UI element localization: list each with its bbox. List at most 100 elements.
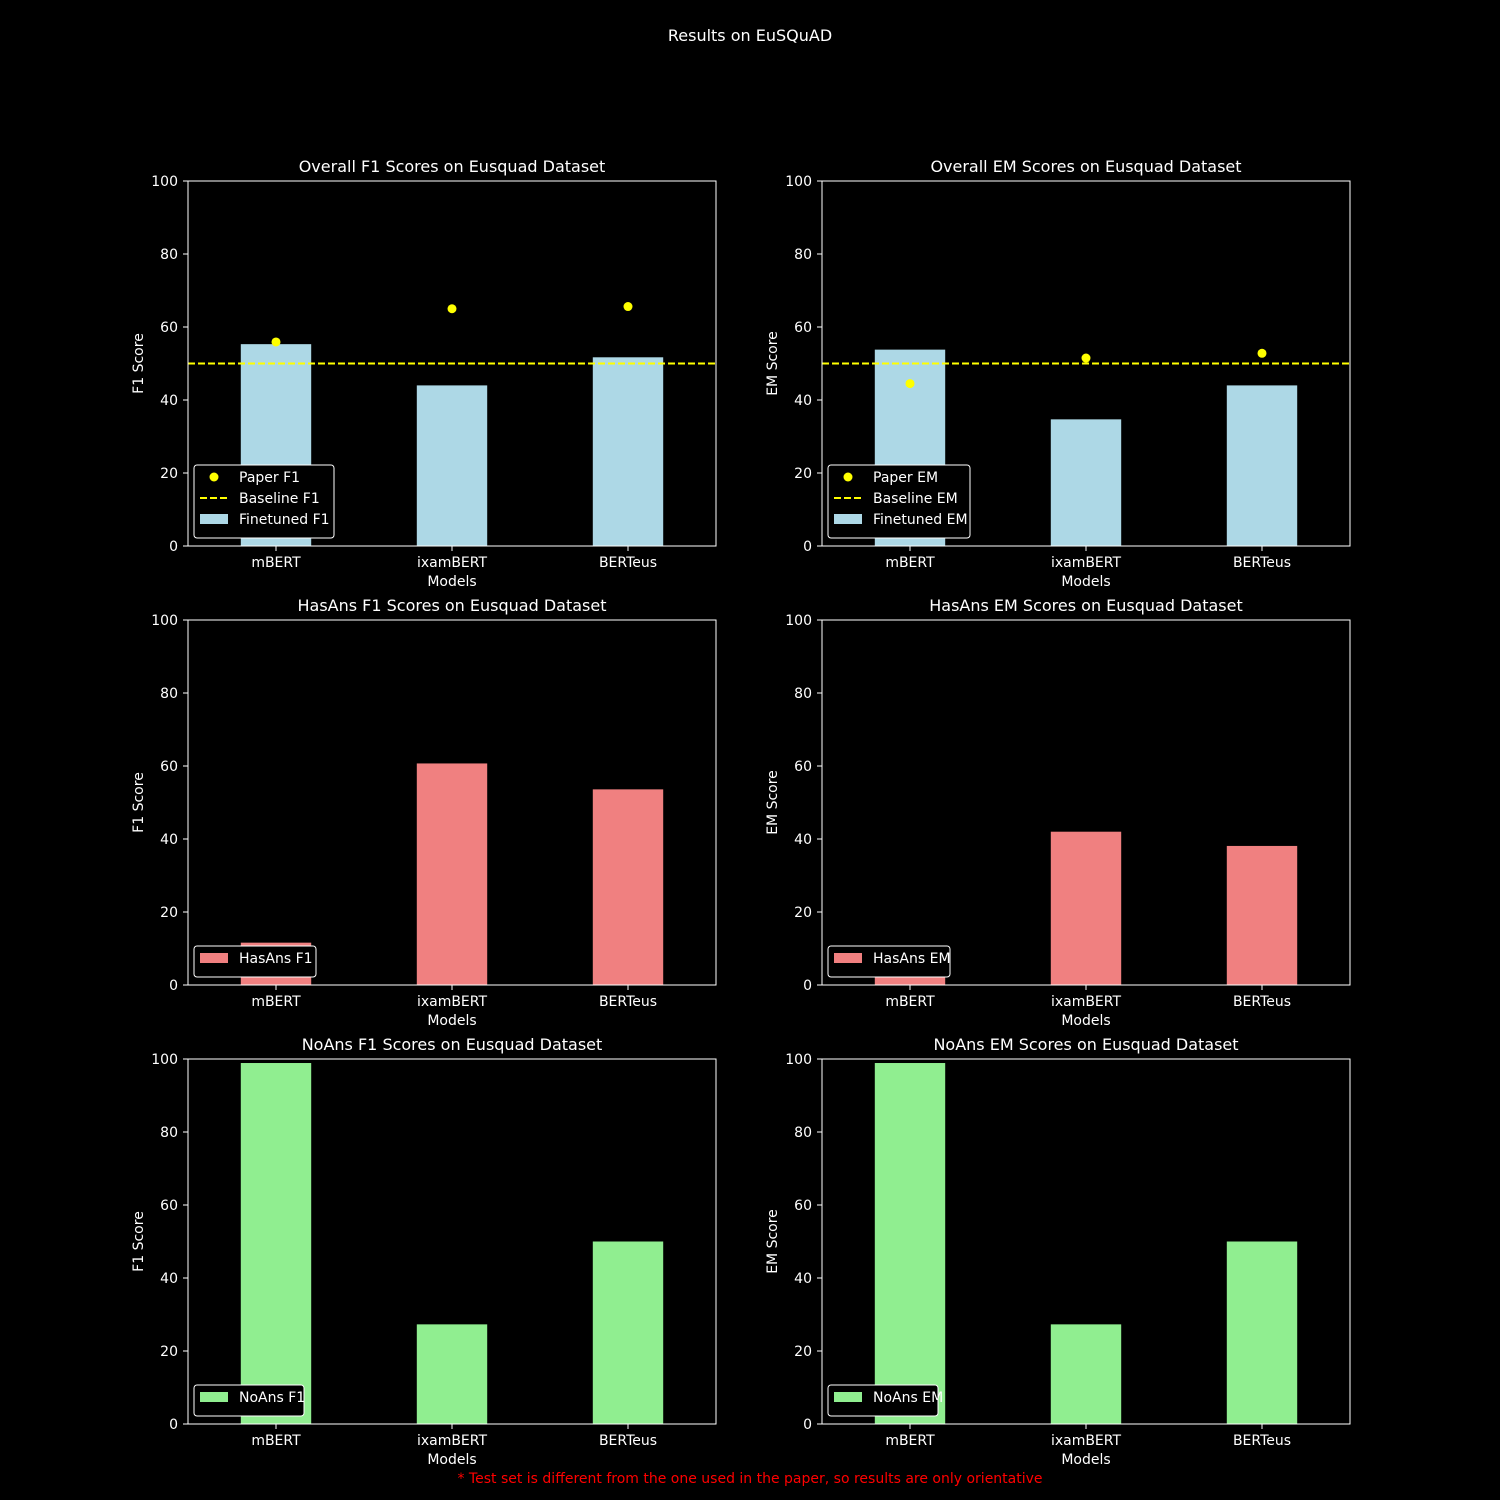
- paper-point-ixamBERT: [1081, 353, 1091, 363]
- bar-BERTeus: [592, 1241, 664, 1424]
- legend-label: Finetuned F1: [239, 512, 330, 528]
- x-tick-label: ixamBERT: [1051, 1433, 1122, 1449]
- legend-box: [193, 464, 335, 539]
- x-axis-label: Models: [1061, 1452, 1110, 1468]
- x-axis-label: Models: [427, 574, 476, 590]
- legend: NoAns F1: [193, 1384, 305, 1417]
- y-tick-label: 40: [794, 393, 812, 409]
- y-tick-label: 0: [169, 539, 178, 555]
- legend: HasAns EM: [827, 945, 951, 978]
- bar-BERTeus: [592, 789, 664, 985]
- y-tick-label: 40: [160, 832, 178, 848]
- y-tick-label: 100: [785, 174, 812, 190]
- x-tick-label: BERTeus: [599, 1433, 657, 1449]
- y-tick-label: 0: [169, 978, 178, 994]
- y-tick-label: 20: [160, 1344, 178, 1360]
- y-tick-label: 20: [160, 905, 178, 921]
- x-axis-label: Models: [427, 1013, 476, 1029]
- y-tick-label: 60: [794, 1198, 812, 1214]
- bar-BERTeus: [592, 357, 664, 546]
- bar-BERTeus: [1226, 385, 1298, 546]
- y-tick-label: 60: [160, 320, 178, 336]
- bar-mBERT: [874, 1063, 946, 1424]
- subplot-title: NoAns F1 Scores on Eusquad Dataset: [302, 1035, 603, 1054]
- subplot-3: HasAns F1 Scores on Eusquad Dataset 0 20 40…: [131, 596, 717, 1029]
- bar-ixamBERT: [416, 1324, 488, 1424]
- y-tick-label: 20: [794, 1344, 812, 1360]
- x-tick-label: mBERT: [251, 1433, 301, 1449]
- legend: Paper F1 Baseline F1 Finetuned F1: [193, 464, 335, 539]
- paper-point-BERTeus: [1257, 348, 1267, 358]
- y-axis-label: EM Score: [765, 331, 781, 396]
- y-tick-label: 100: [151, 1052, 178, 1068]
- y-tick-label: 0: [803, 1417, 812, 1433]
- footnote: * Test set is different from the one use…: [457, 1471, 1043, 1487]
- y-tick-label: 40: [794, 832, 812, 848]
- y-tick-label: 80: [794, 1125, 812, 1141]
- subplot-title: HasAns F1 Scores on Eusquad Dataset: [298, 596, 607, 615]
- legend: Paper EM Baseline EM Finetuned EM: [827, 464, 971, 539]
- x-tick-label: BERTeus: [599, 994, 657, 1010]
- legend-marker-bar: [834, 514, 862, 524]
- bar-ixamBERT: [1050, 1324, 1122, 1424]
- x-tick-label: BERTeus: [599, 555, 657, 571]
- x-tick-label: mBERT: [885, 994, 935, 1010]
- legend-label: Baseline F1: [239, 491, 320, 507]
- y-tick-label: 100: [151, 174, 178, 190]
- y-tick-label: 80: [160, 1125, 178, 1141]
- legend-label: Paper EM: [873, 470, 938, 486]
- subplot-2: Overall EM Scores on Eusquad Dataset 0 20 4…: [765, 157, 1351, 590]
- y-tick-label: 100: [785, 1052, 812, 1068]
- legend-box: [827, 464, 971, 539]
- y-axis-label: F1 Score: [131, 333, 147, 394]
- legend: NoAns EM: [827, 1384, 943, 1417]
- x-tick-label: ixamBERT: [417, 555, 488, 571]
- legend-label: NoAns EM: [873, 1390, 943, 1406]
- bar-BERTeus: [1226, 1241, 1298, 1424]
- x-tick-label: ixamBERT: [417, 994, 488, 1010]
- x-tick-label: mBERT: [251, 994, 301, 1010]
- subplot-title: Overall EM Scores on Eusquad Dataset: [930, 157, 1241, 176]
- y-tick-label: 40: [160, 1271, 178, 1287]
- y-tick-label: 100: [151, 613, 178, 629]
- y-tick-label: 0: [169, 1417, 178, 1433]
- x-tick-label: mBERT: [885, 555, 935, 571]
- y-axis-label: F1 Score: [131, 772, 147, 833]
- x-tick-label: BERTeus: [1233, 1433, 1291, 1449]
- y-tick-label: 60: [794, 759, 812, 775]
- x-tick-label: ixamBERT: [1051, 555, 1122, 571]
- legend-label: Paper F1: [239, 470, 300, 486]
- y-tick-label: 80: [160, 686, 178, 702]
- x-tick-label: ixamBERT: [417, 1433, 488, 1449]
- y-tick-label: 20: [160, 466, 178, 482]
- y-tick-label: 80: [160, 247, 178, 263]
- legend-marker-bar: [834, 953, 862, 963]
- legend-marker-bar: [200, 953, 228, 963]
- bar-ixamBERT: [416, 385, 488, 546]
- bar-ixamBERT: [1050, 419, 1122, 546]
- subplot-title: Overall F1 Scores on Eusquad Dataset: [299, 157, 606, 176]
- legend-label: HasAns F1: [239, 951, 313, 967]
- x-axis-label: Models: [1061, 574, 1110, 590]
- legend-label: Baseline EM: [873, 491, 958, 507]
- legend-marker-bar: [200, 514, 228, 524]
- paper-point-mBERT: [271, 337, 281, 347]
- subplot-title: NoAns EM Scores on Eusquad Dataset: [933, 1035, 1238, 1054]
- legend-label: Finetuned EM: [873, 512, 968, 528]
- subplot-4: HasAns EM Scores on Eusquad Dataset 0 20 40…: [765, 596, 1351, 1029]
- x-tick-label: mBERT: [885, 1433, 935, 1449]
- y-tick-label: 20: [794, 466, 812, 482]
- legend-marker-bar: [834, 1392, 862, 1402]
- y-tick-label: 40: [160, 393, 178, 409]
- legend-label: HasAns EM: [873, 951, 951, 967]
- x-axis-label: Models: [1061, 1013, 1110, 1029]
- y-tick-label: 40: [794, 1271, 812, 1287]
- y-axis-label: EM Score: [765, 770, 781, 835]
- bar-BERTeus: [1226, 845, 1298, 985]
- bar-mBERT: [240, 1063, 312, 1424]
- legend: HasAns F1: [193, 945, 317, 978]
- y-tick-label: 0: [803, 539, 812, 555]
- x-tick-label: ixamBERT: [1051, 994, 1122, 1010]
- legend-marker-paper: [209, 472, 219, 482]
